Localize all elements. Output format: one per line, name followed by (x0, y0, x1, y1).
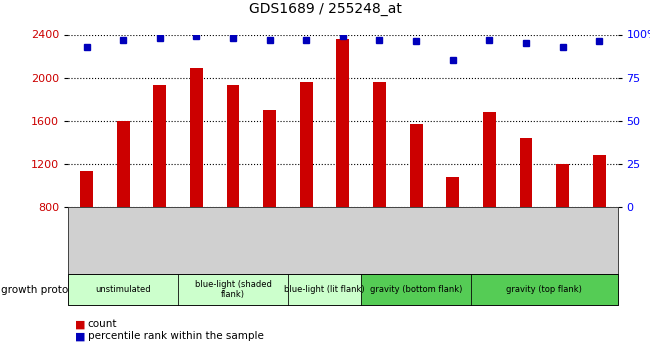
Bar (227, 85, 239, 207)
Text: blue-light (lit flank): blue-light (lit flank) (284, 285, 365, 294)
Text: GDS1689 / 255248_at: GDS1689 / 255248_at (248, 2, 402, 16)
Text: percentile rank within the sample: percentile rank within the sample (88, 332, 264, 341)
Bar (410, 124, 422, 207)
Bar (300, 82, 313, 207)
Bar (447, 177, 459, 207)
Bar (153, 85, 166, 207)
Bar (556, 164, 569, 207)
Bar (190, 68, 203, 207)
Bar (519, 138, 532, 207)
Text: ■: ■ (75, 332, 85, 341)
Text: unstimulated: unstimulated (96, 285, 151, 294)
Text: count: count (88, 319, 117, 329)
Bar (593, 155, 606, 207)
Text: gravity (bottom flank): gravity (bottom flank) (370, 285, 462, 294)
Bar (337, 39, 349, 207)
Bar (373, 82, 386, 207)
Text: gravity (top flank): gravity (top flank) (506, 285, 582, 294)
Bar (263, 110, 276, 207)
Bar (80, 171, 93, 207)
Bar (483, 112, 496, 207)
Text: growth protocol ▶: growth protocol ▶ (1, 285, 95, 295)
Bar (117, 121, 129, 207)
Text: blue-light (shaded
flank): blue-light (shaded flank) (194, 280, 272, 299)
Text: ■: ■ (75, 319, 85, 329)
